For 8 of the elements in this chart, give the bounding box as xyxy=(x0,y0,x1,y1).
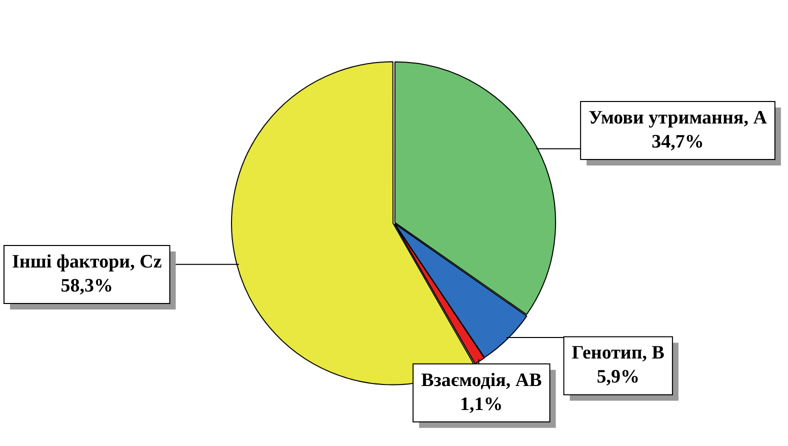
data-label: 5,9% xyxy=(596,366,640,388)
data-label: 1,1% xyxy=(460,394,503,415)
data-label: 34,7% xyxy=(652,131,704,152)
slice-label: Інші фактори, Cz xyxy=(12,251,162,272)
slice-label: Умови утримання, А xyxy=(588,107,768,128)
data-label: 58,3% xyxy=(60,275,113,296)
slice-label: Генотип, В xyxy=(572,342,665,364)
slice-label: Взаємодія, АВ xyxy=(421,370,542,391)
